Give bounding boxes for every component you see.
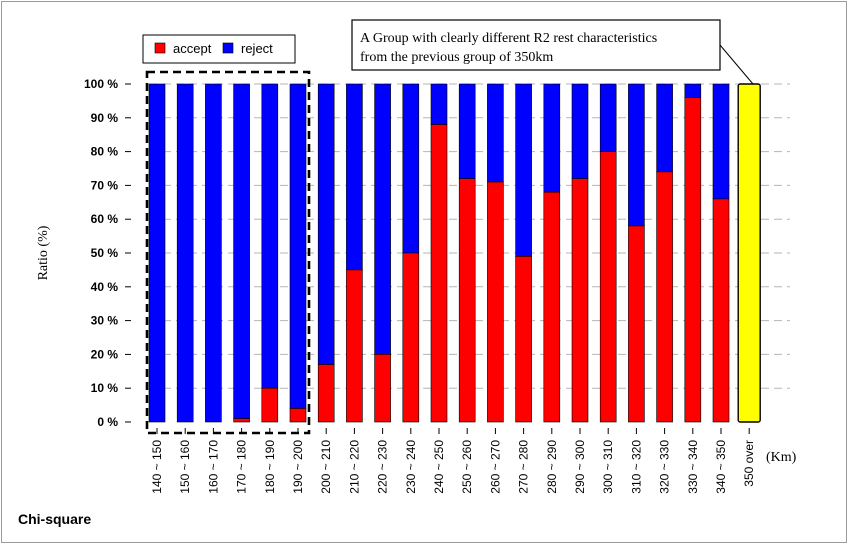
x-tick-label: 310 ~ 320 (629, 440, 643, 494)
bar-accept (346, 269, 363, 423)
bar-accept (599, 151, 617, 423)
bar-reject (487, 83, 504, 183)
x-tick-label: 270 ~ 280 (517, 440, 531, 494)
bar-accept (289, 408, 307, 423)
bar-accept (487, 181, 504, 423)
bar-reject (374, 83, 391, 355)
x-tick-label: 260 ~ 270 (488, 440, 502, 494)
bar-accept (656, 171, 673, 423)
dashed-group-box (145, 70, 311, 435)
bar-accept (515, 256, 532, 423)
bar-reject (656, 83, 673, 173)
annotation-line-2: from the previous group of 350km (360, 50, 553, 65)
bar-reject (402, 83, 420, 254)
y-tick-label: 30 % (91, 314, 119, 328)
x-tick-label: 350 over (742, 440, 756, 487)
legend-swatch-accept (154, 42, 166, 54)
bar-accept (233, 418, 250, 423)
x-tick-label: 240 ~ 250 (432, 440, 446, 494)
x-tick-label: 180 ~ 190 (263, 440, 277, 494)
y-tick-label: 90 % (91, 111, 119, 125)
bar-reject (176, 83, 194, 423)
bar-accept (430, 124, 448, 423)
x-axis-unit: (Km) (766, 450, 797, 465)
x-tick-label: 300 ~ 310 (601, 440, 615, 494)
bar-accept (402, 252, 420, 423)
x-tick-label: 290 ~ 300 (573, 440, 587, 494)
bar-reject (515, 83, 532, 257)
bar-reject (458, 83, 476, 179)
bar-reject (289, 83, 307, 409)
bar-reject (684, 83, 702, 98)
bar-highlight-350-over (737, 83, 761, 423)
bar-reject (430, 83, 448, 125)
x-tick-label: 230 ~ 240 (404, 440, 418, 494)
bar-reject (261, 83, 279, 389)
bar-reject (571, 83, 589, 179)
x-tick-label: 320 ~ 330 (658, 440, 672, 494)
bar-accept (712, 198, 730, 423)
bar-reject (599, 83, 617, 152)
x-tick-label: 190 ~ 200 (291, 440, 305, 494)
bar-reject (346, 83, 363, 271)
bar-accept (543, 191, 561, 423)
x-tick-label: 200 ~ 210 (319, 440, 333, 494)
y-tick-label: 20 % (91, 347, 119, 361)
y-tick-label: 100 % (84, 77, 118, 91)
bar-reject (628, 83, 645, 227)
x-tick-label: 140 ~ 150 (150, 440, 164, 494)
legend-label-reject: reject (241, 41, 273, 56)
footer-label: Chi-square (18, 511, 92, 527)
legend-swatch-reject (222, 42, 234, 54)
annotation-leader-line (719, 44, 754, 85)
bar-accept (317, 364, 335, 423)
annotation-line-1: A Group with clearly different R2 rest c… (360, 31, 657, 46)
x-tick-label: 150 ~ 160 (178, 440, 192, 494)
bar-accept (458, 178, 476, 423)
y-axis-label: Ratio (%) (36, 225, 51, 280)
x-tick-label: 330 ~ 340 (686, 440, 700, 494)
bar-reject (205, 83, 222, 423)
bar-accept (571, 178, 589, 423)
x-tick-label: 250 ~ 260 (460, 440, 474, 494)
y-tick-label: 40 % (91, 280, 119, 294)
bar-reject (233, 83, 250, 419)
y-tick-label: 70 % (91, 178, 119, 192)
y-tick-label: 0 % (97, 415, 118, 429)
y-tick-label: 50 % (91, 246, 119, 260)
bar-reject (317, 83, 335, 365)
bar-reject (543, 83, 561, 193)
x-tick-label: 210 ~ 220 (347, 440, 361, 494)
legend-label-accept: accept (173, 41, 212, 56)
bar-reject (148, 83, 166, 423)
legend-box (142, 34, 296, 64)
y-tick-label: 10 % (91, 381, 119, 395)
x-tick-label: 280 ~ 290 (545, 440, 559, 494)
bar-accept (374, 354, 391, 423)
bar-accept (684, 97, 702, 423)
bar-accept (261, 387, 279, 423)
annotation-box (351, 19, 721, 71)
y-tick-label: 60 % (91, 212, 119, 226)
bar-accept (628, 225, 645, 423)
y-tick-label: 80 % (91, 145, 119, 159)
bar-reject (712, 83, 730, 200)
x-tick-label: 170 ~ 180 (235, 440, 249, 494)
x-tick-label: 220 ~ 230 (376, 440, 390, 494)
x-tick-label: 340 ~ 350 (714, 440, 728, 494)
x-tick-label: 160 ~ 170 (206, 440, 220, 494)
